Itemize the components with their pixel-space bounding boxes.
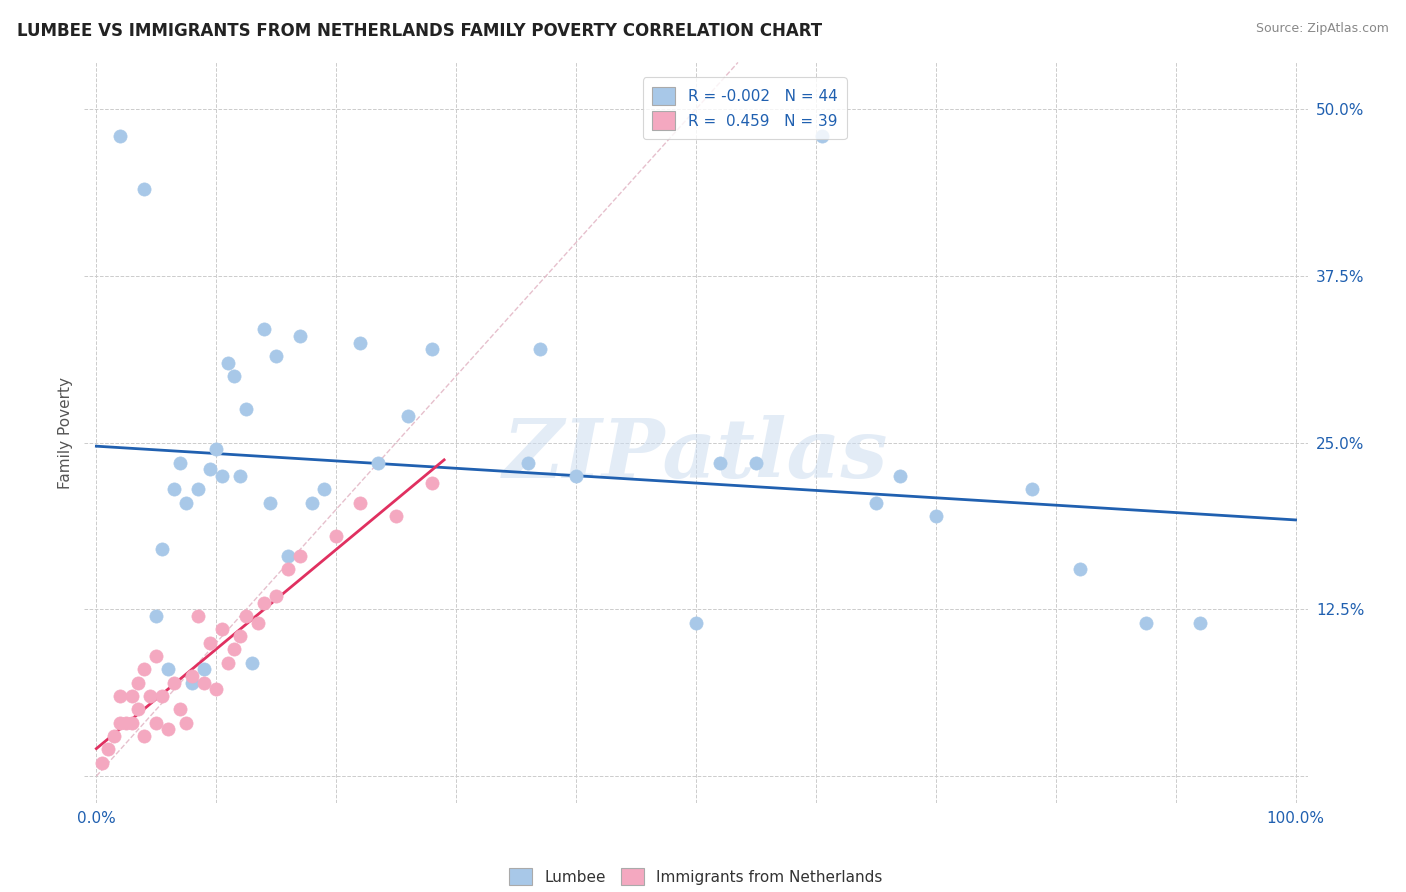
- Point: [145, 648, 167, 663]
- Point: [264, 589, 287, 603]
- Point: [709, 456, 731, 470]
- Point: [145, 609, 167, 624]
- Legend: Lumbee, Immigrants from Netherlands: Lumbee, Immigrants from Netherlands: [503, 863, 889, 891]
- Point: [264, 349, 287, 363]
- Point: [174, 715, 197, 730]
- Point: [1069, 562, 1091, 576]
- Point: [349, 335, 371, 350]
- Point: [169, 456, 191, 470]
- Point: [163, 675, 186, 690]
- Point: [134, 729, 156, 743]
- Point: [253, 596, 276, 610]
- Point: [97, 742, 120, 756]
- Point: [253, 322, 276, 336]
- Point: [865, 496, 887, 510]
- Point: [121, 715, 143, 730]
- Point: [181, 669, 204, 683]
- Point: [150, 689, 173, 703]
- Point: [91, 756, 114, 770]
- Point: [163, 483, 186, 497]
- Point: [127, 702, 149, 716]
- Point: [565, 469, 588, 483]
- Point: [224, 642, 246, 657]
- Point: [121, 689, 143, 703]
- Point: [314, 483, 336, 497]
- Point: [290, 329, 312, 343]
- Point: [139, 689, 162, 703]
- Point: [1021, 483, 1043, 497]
- Point: [517, 456, 540, 470]
- Point: [169, 702, 191, 716]
- Y-axis label: Family Poverty: Family Poverty: [58, 376, 73, 489]
- Point: [301, 496, 323, 510]
- Point: [193, 675, 215, 690]
- Point: [193, 662, 215, 676]
- Point: [187, 609, 209, 624]
- Point: [200, 462, 222, 476]
- Point: [277, 562, 299, 576]
- Point: [325, 529, 347, 543]
- Point: [205, 442, 228, 457]
- Point: [240, 656, 263, 670]
- Point: [110, 689, 132, 703]
- Point: [349, 496, 371, 510]
- Point: [396, 409, 419, 423]
- Point: [103, 729, 125, 743]
- Point: [134, 662, 156, 676]
- Point: [247, 615, 270, 630]
- Point: [235, 402, 257, 417]
- Point: [290, 549, 312, 563]
- Point: [259, 496, 281, 510]
- Point: [235, 609, 257, 624]
- Point: [187, 483, 209, 497]
- Point: [211, 469, 233, 483]
- Point: [811, 128, 834, 143]
- Point: [745, 456, 768, 470]
- Point: [115, 715, 138, 730]
- Point: [224, 368, 246, 383]
- Point: [157, 662, 180, 676]
- Point: [174, 496, 197, 510]
- Point: [217, 355, 239, 369]
- Point: [205, 682, 228, 697]
- Point: [110, 715, 132, 730]
- Point: [367, 456, 389, 470]
- Point: [127, 675, 149, 690]
- Point: [1135, 615, 1157, 630]
- Point: [217, 656, 239, 670]
- Text: ZIPatlas: ZIPatlas: [503, 415, 889, 495]
- Text: Source: ZipAtlas.com: Source: ZipAtlas.com: [1256, 22, 1389, 36]
- Point: [200, 636, 222, 650]
- Point: [229, 629, 252, 643]
- Point: [420, 475, 443, 490]
- Point: [685, 615, 707, 630]
- Point: [211, 623, 233, 637]
- Point: [277, 549, 299, 563]
- Point: [157, 723, 180, 737]
- Point: [150, 542, 173, 557]
- Point: [420, 343, 443, 357]
- Point: [181, 675, 204, 690]
- Point: [529, 343, 551, 357]
- Point: [385, 508, 408, 523]
- Point: [229, 469, 252, 483]
- Point: [925, 508, 948, 523]
- Point: [145, 715, 167, 730]
- Point: [1188, 615, 1211, 630]
- Point: [889, 469, 911, 483]
- Text: LUMBEE VS IMMIGRANTS FROM NETHERLANDS FAMILY POVERTY CORRELATION CHART: LUMBEE VS IMMIGRANTS FROM NETHERLANDS FA…: [17, 22, 823, 40]
- Point: [134, 182, 156, 196]
- Point: [110, 128, 132, 143]
